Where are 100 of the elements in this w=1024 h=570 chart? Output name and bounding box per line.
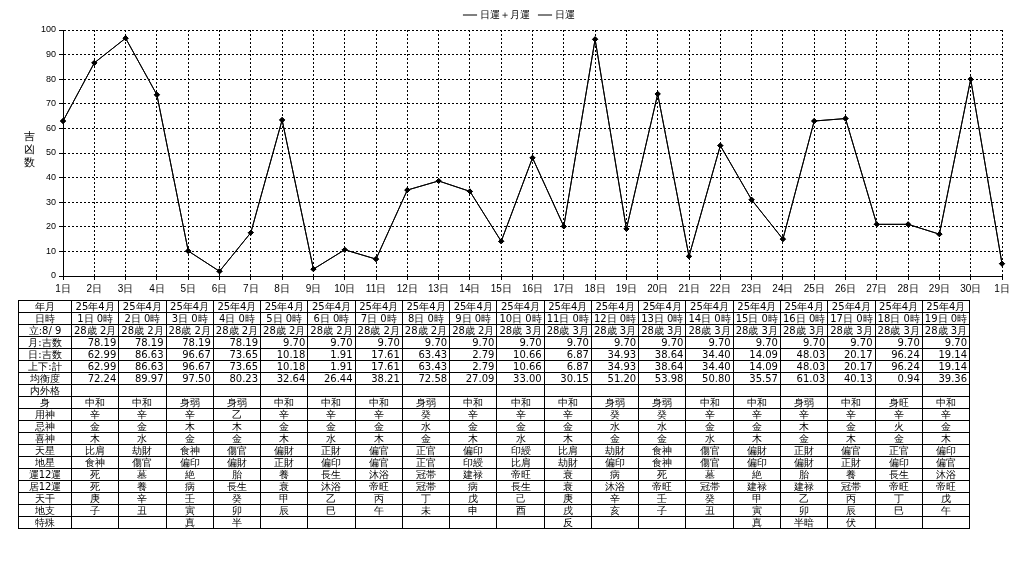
text: 10.66 [513, 361, 542, 372]
text: 身弱 [226, 397, 247, 408]
text: 傷官 [699, 457, 720, 468]
text: 金 [704, 421, 715, 432]
text: 38.64 [654, 361, 684, 372]
category-label: 上下:計 [28, 361, 62, 372]
text: 長生 [888, 469, 909, 480]
text: 偏官 [841, 445, 862, 456]
y-tick-label: 0 [51, 270, 57, 281]
text: 11日 0時 [546, 313, 589, 324]
text: 帝旺 [368, 481, 389, 492]
text: 中和 [321, 397, 342, 408]
category-label: 地星 [35, 457, 55, 468]
text: 15日 0時 [735, 313, 778, 324]
text: 沐浴 [321, 481, 342, 492]
text: 19日 0時 [924, 313, 968, 324]
text: 建禄 [463, 469, 484, 480]
text: 沐浴 [935, 469, 956, 480]
y-axis-title: 吉凶数 [24, 130, 36, 169]
text: 6.87 [566, 349, 589, 360]
x-tick-label: 19日 [615, 282, 637, 294]
text: 偏印 [463, 445, 484, 456]
text: 中和 [935, 397, 956, 408]
x-tick-label: 22日 [709, 282, 731, 294]
text: 午 [940, 505, 951, 516]
text: 78.19 [134, 337, 164, 348]
x-tick-label: 30日 [960, 282, 982, 294]
text: 17.61 [371, 349, 400, 360]
text: 39.36 [938, 373, 968, 384]
text: 己 [515, 493, 526, 504]
text: 巳 [326, 505, 337, 516]
text: 長生 [226, 481, 247, 492]
text: 17.61 [371, 361, 400, 372]
text: 62.99 [87, 349, 117, 360]
legend-label: 日運＋月運 [480, 8, 530, 20]
text: 甲 [751, 493, 762, 504]
text: 辛 [940, 409, 951, 420]
y-tick-label: 100 [40, 24, 57, 35]
text: 28歳 3月 [546, 325, 589, 336]
category-label: 用神 [35, 409, 55, 420]
y-tick-label: 70 [46, 98, 57, 109]
text: 1.91 [330, 361, 353, 372]
text: 28歳 3月 [593, 325, 637, 336]
text: 78.19 [182, 337, 211, 348]
text: 正官 [415, 445, 436, 456]
text: 25年4月 [264, 301, 304, 312]
text: 中和 [132, 397, 153, 408]
legend-label: 日運 [555, 8, 575, 20]
x-tick-label: 5日 [180, 282, 196, 294]
text: 癸 [704, 493, 715, 504]
text: 2.79 [472, 361, 495, 372]
text: 水 [326, 433, 337, 444]
text: 25年4月 [831, 301, 871, 312]
text: 6日 0時 [313, 313, 350, 324]
text: 水 [704, 433, 715, 444]
text: 18日 0時 [877, 313, 920, 324]
y-tick-label: 80 [46, 73, 57, 84]
text: 13日 0時 [641, 313, 684, 324]
text: 中和 [510, 397, 531, 408]
text: 96.24 [891, 361, 920, 372]
text: 劫財 [557, 457, 578, 468]
text: 乙 [231, 409, 242, 420]
text: 金 [184, 433, 195, 444]
text: 癸 [610, 409, 621, 420]
text: 水 [137, 433, 148, 444]
text: 辛 [893, 409, 904, 420]
text: 28歳 3月 [924, 325, 968, 336]
category-label: 日:吉数 [28, 349, 62, 360]
text: 20.17 [843, 349, 873, 360]
text: 辛 [562, 409, 573, 420]
text: 19.14 [938, 349, 968, 360]
text: 冠帯 [415, 481, 436, 492]
text: 墓 [137, 469, 148, 480]
text: 25年4月 [548, 301, 588, 312]
text: 78.19 [229, 337, 259, 348]
text: 辛 [137, 409, 148, 420]
text: 金 [137, 421, 148, 432]
text: 中和 [274, 397, 295, 408]
text: 9.70 [377, 337, 400, 348]
text: 金 [515, 421, 526, 432]
text: 28歳 2月 [310, 325, 353, 336]
text: 正官 [415, 457, 436, 468]
text: 28歳 2月 [215, 325, 259, 336]
x-tick-label: 7日 [243, 282, 259, 294]
text: 長生 [510, 481, 531, 492]
text: 申 [468, 505, 479, 516]
text: 身弱 [652, 397, 673, 408]
text: 86.63 [134, 361, 164, 372]
text: 金 [940, 421, 951, 432]
text: 20.17 [843, 361, 873, 372]
text: 34.40 [702, 349, 731, 360]
text: 辛 [846, 409, 857, 420]
text: 6.87 [566, 361, 589, 372]
text: 比肩 [557, 445, 578, 456]
x-tick-label: 24日 [772, 282, 794, 294]
text: 帝旺 [888, 481, 909, 492]
y-tick-label: 90 [46, 49, 57, 60]
text: 19.14 [938, 361, 968, 372]
x-tick-label: 27日 [866, 282, 888, 294]
text: 冠帯 [415, 469, 436, 480]
